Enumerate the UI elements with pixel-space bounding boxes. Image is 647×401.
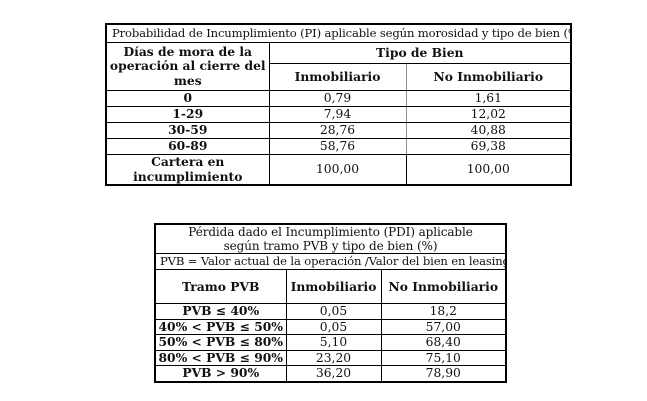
pi-value-no-inmobiliario: 1,61 [405,90,572,107]
pi-asset-type-group-header: Tipo de Bien [268,42,572,64]
table-row: PVB ≤ 40% 0,05 18,2 [154,303,507,320]
table-row: 0 0,79 1,61 [105,90,572,107]
pdi-value-no-inmobiliario: 78,90 [380,365,507,383]
pdi-tramo-pvb-header: Tramo PVB [154,269,287,305]
pi-value-inmobiliario: 7,94 [268,106,407,123]
pdi-table-title: Pérdida dado el Incumplimiento (PDI) apl… [154,223,507,255]
pdi-table: Pérdida dado el Incumplimiento (PDI) apl… [154,223,508,383]
pi-days-of-arrears-header: Días de mora de la operación al cierre d… [105,42,270,91]
table-row: 40% < PVB ≤ 50% 0,05 57,00 [154,318,507,336]
pi-value-no-inmobiliario: 40,88 [405,122,572,139]
table-row: 50% < PVB ≤ 80% 5,10 68,40 [154,334,507,351]
pi-value-no-inmobiliario: 69,38 [405,138,572,155]
pdi-value-inmobiliario: 0,05 [285,303,382,320]
pi-value-no-inmobiliario: 100,00 [405,154,572,186]
pdi-row-label: 50% < PVB ≤ 80% [154,334,287,351]
pi-table: Probabilidad de Incumplimiento (PI) apli… [105,23,573,186]
pi-row-label: 1-29 [105,106,270,123]
table-row: PVB = Valor actual de la operación /Valo… [154,253,507,271]
pdi-no-inmobiliario-header: No Inmobiliario [380,269,507,305]
pi-inmobiliario-header: Inmobiliario [268,63,407,91]
pdi-value-no-inmobiliario: 75,10 [380,349,507,367]
pi-table-title: Probabilidad de Incumplimiento (PI) apli… [105,23,572,43]
table-row: PVB > 90% 36,20 78,90 [154,365,507,383]
pi-value-no-inmobiliario: 12,02 [405,106,572,123]
pdi-value-no-inmobiliario: 18,2 [380,303,507,320]
pi-row-label: 30-59 [105,122,270,139]
table-row: Inmobiliario No Inmobiliario [106,63,572,91]
pi-row-label: 0 [105,90,270,107]
table-row: Probabilidad de Incumplimiento (PI) apli… [105,23,572,43]
table-row: 1-29 7,94 12,02 [105,106,572,123]
pi-value-inmobiliario: 28,76 [268,122,407,139]
table-row: 80% < PVB ≤ 90% 23,20 75,10 [154,349,507,367]
pdi-inmobiliario-header: Inmobiliario [285,269,382,305]
pdi-row-label: 40% < PVB ≤ 50% [154,318,287,336]
pi-value-inmobiliario: 0,79 [268,90,407,107]
pdi-row-label: 80% < PVB ≤ 90% [154,349,287,367]
pdi-value-inmobiliario: 5,10 [285,334,382,351]
pdi-value-inmobiliario: 36,20 [285,365,382,383]
pdi-row-label: PVB > 90% [154,365,287,383]
table-row: 60-89 58,76 69,38 [105,138,572,155]
pi-row-label: Cartera en incumplimiento [105,154,270,186]
pdi-value-no-inmobiliario: 68,40 [380,334,507,351]
pdi-row-label: PVB ≤ 40% [154,303,287,320]
table-row: Tramo PVB Inmobiliario No Inmobiliario [154,269,507,305]
pi-no-inmobiliario-header: No Inmobiliario [405,63,572,91]
pdi-value-no-inmobiliario: 57,00 [380,318,507,336]
pi-value-inmobiliario: 100,00 [268,154,407,186]
table-row: Días de mora de la operación al cierre d… [105,42,572,91]
pi-value-inmobiliario: 58,76 [268,138,407,155]
table-row: 30-59 28,76 40,88 [105,122,572,139]
pdi-pvb-definition: PVB = Valor actual de la operación /Valo… [154,253,507,271]
table-row: Cartera en incumplimiento 100,00 100,00 [105,154,572,186]
pdi-value-inmobiliario: 23,20 [285,349,382,367]
pi-row-label: 60-89 [105,138,270,155]
table-row: Pérdida dado el Incumplimiento (PDI) apl… [154,223,507,255]
pdi-value-inmobiliario: 0,05 [285,318,382,336]
